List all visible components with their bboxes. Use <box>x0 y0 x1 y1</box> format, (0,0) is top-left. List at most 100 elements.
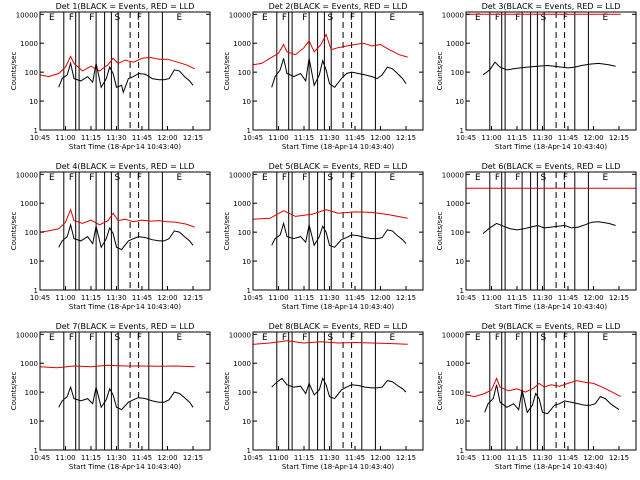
x-tick-label: 11:00 <box>481 454 501 462</box>
y-axis-label: Counts/sec <box>10 212 18 251</box>
segment-label: E <box>262 173 268 183</box>
x-tick-label: 11:15 <box>81 294 101 302</box>
x-tick-label: 11:00 <box>55 294 75 302</box>
y-tick-label: 1000 <box>20 360 38 368</box>
y-axis-label: Counts/sec <box>223 372 231 411</box>
x-tick-label: 12:00 <box>370 134 390 142</box>
segment-label: E <box>390 333 396 343</box>
segment-label: F <box>350 173 355 183</box>
x-tick-label: 10:45 <box>456 294 476 302</box>
x-tick-label: 11:15 <box>507 454 527 462</box>
segment-label: F <box>69 333 74 343</box>
x-tick-label: 11:30 <box>319 454 339 462</box>
y-tick-label: 10 <box>29 258 38 266</box>
x-tick-label: 11:45 <box>558 454 578 462</box>
plot-frame <box>252 11 424 131</box>
segment-label: F <box>282 173 287 183</box>
x-tick-label: 11:00 <box>268 294 288 302</box>
segment-label: F <box>515 173 520 183</box>
segment-label: F <box>137 13 142 23</box>
segment-label: F <box>495 13 500 23</box>
y-tick-label: 10000 <box>16 171 38 179</box>
panel-title: Det 8(BLACK = Events, RED = LLD <box>269 322 408 331</box>
x-tick-label: 11:15 <box>294 294 314 302</box>
x-tick-label: 12:15 <box>609 134 629 142</box>
y-tick-label: 10000 <box>442 171 464 179</box>
y-tick-label: 1 <box>460 127 464 135</box>
x-tick-label: 11:30 <box>106 294 126 302</box>
series-lld-line <box>465 376 621 398</box>
y-tick-label: 1 <box>247 447 251 455</box>
panel-title: Det 3(BLACK = Events, RED = LLD <box>482 2 621 11</box>
x-axis-label: Start Time (18-Apr-14 10:43:40) <box>282 303 394 311</box>
x-axis-label: Start Time (18-Apr-14 10:43:40) <box>495 463 607 471</box>
x-tick-label: 10:45 <box>456 134 476 142</box>
y-axis-label: Counts/sec <box>10 52 18 91</box>
x-tick-label: 11:30 <box>532 134 552 142</box>
x-tick-label: 11:15 <box>294 454 314 462</box>
y-tick-label: 10 <box>455 98 464 106</box>
series-events-line <box>482 221 616 234</box>
x-tick-label: 11:45 <box>345 454 365 462</box>
plot-frame <box>39 331 211 451</box>
series-events-line <box>58 385 194 411</box>
x-tick-label: 11:00 <box>55 134 75 142</box>
segment-label: F <box>515 13 520 23</box>
y-axis-label: Counts/sec <box>223 212 231 251</box>
y-tick-label: 100 <box>25 69 38 77</box>
y-tick-label: 1 <box>460 447 464 455</box>
segment-label: S <box>114 333 120 343</box>
series-lld-line <box>39 55 195 78</box>
x-tick-label: 12:15 <box>396 134 416 142</box>
x-tick-label: 11:30 <box>532 294 552 302</box>
x-tick-label: 11:45 <box>558 294 578 302</box>
panel-title: Det 6(BLACK = Events, RED = LLD <box>482 162 621 171</box>
x-tick-label: 10:45 <box>30 294 50 302</box>
series-events-line <box>271 221 407 248</box>
y-tick-label: 10000 <box>16 331 38 339</box>
y-tick-label: 10 <box>29 418 38 426</box>
y-tick-label: 10 <box>455 258 464 266</box>
x-tick-label: 11:45 <box>345 294 365 302</box>
x-tick-label: 10:45 <box>243 294 263 302</box>
plot-frame <box>465 171 637 291</box>
y-tick-label: 1 <box>34 287 38 295</box>
y-tick-label: 1000 <box>446 360 464 368</box>
x-tick-label: 11:00 <box>481 134 501 142</box>
plot-frame <box>465 331 637 451</box>
y-tick-label: 100 <box>451 389 464 397</box>
y-axis-label: Counts/sec <box>223 52 231 91</box>
y-tick-label: 1 <box>460 287 464 295</box>
y-tick-label: 1 <box>247 127 251 135</box>
series-lld-line <box>39 208 195 233</box>
segment-label: E <box>177 173 183 183</box>
segment-label: F <box>350 13 355 23</box>
x-tick-label: 11:30 <box>106 134 126 142</box>
y-axis-label: Counts/sec <box>436 52 444 91</box>
segment-label: E <box>390 173 396 183</box>
y-tick-label: 10 <box>242 98 251 106</box>
y-tick-label: 10 <box>29 98 38 106</box>
segment-label: E <box>49 333 55 343</box>
x-tick-label: 10:45 <box>456 454 476 462</box>
series-events-line <box>271 58 407 88</box>
x-tick-label: 10:45 <box>30 454 50 462</box>
panel-title: Det 7(BLACK = Events, RED = LLD <box>56 322 195 331</box>
y-tick-label: 100 <box>25 229 38 237</box>
x-tick-label: 11:45 <box>132 454 152 462</box>
y-tick-label: 1000 <box>233 40 251 48</box>
segment-label: S <box>114 173 120 183</box>
x-tick-label: 12:15 <box>183 454 203 462</box>
x-tick-label: 11:15 <box>507 134 527 142</box>
segment-label: S <box>540 333 546 343</box>
x-tick-label: 12:00 <box>370 294 390 302</box>
segment-label: F <box>137 173 142 183</box>
x-tick-label: 11:45 <box>558 134 578 142</box>
segment-label: F <box>89 13 94 23</box>
y-tick-label: 100 <box>451 69 464 77</box>
x-tick-label: 11:30 <box>319 134 339 142</box>
